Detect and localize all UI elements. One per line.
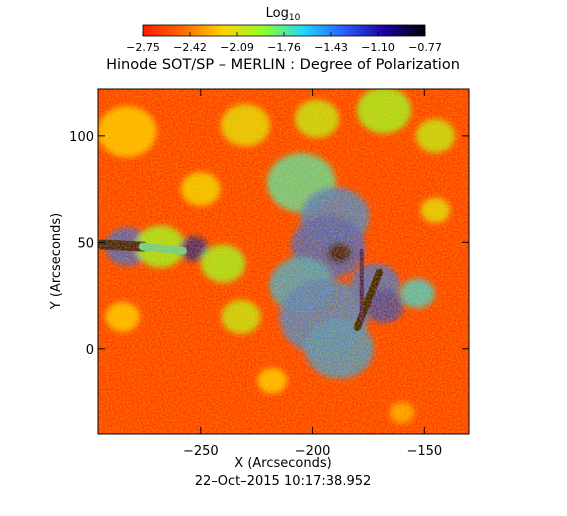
chart-title: Hinode SOT/SP – MERLIN : Degree of Polar… (106, 57, 460, 73)
x-tick-label: −200 (295, 444, 331, 459)
colorbar-tick-label: −0.77 (408, 41, 442, 54)
colorbar-tick-label: −1.43 (314, 41, 348, 54)
colorbar-tick-label: −1.76 (267, 41, 301, 54)
x-tick-label: −150 (406, 444, 442, 459)
colorbar-tick-label: −2.42 (173, 41, 207, 54)
x-axis-ticks: −250 −200 −150 (183, 89, 442, 459)
plot-frame (97, 88, 470, 435)
heatmap-plot (98, 89, 469, 434)
timestamp: 22–Oct–2015 10:17:38.952 (195, 474, 372, 489)
y-tick-label: 100 (69, 130, 94, 145)
colorbar-tick-label: −2.09 (220, 41, 254, 54)
y-tick-label: 50 (77, 236, 94, 251)
colorbar-label: Log10 (266, 6, 301, 23)
y-axis-ticks: 0 50 100 (69, 130, 469, 358)
x-axis-label: X (Arcseconds) (234, 456, 331, 471)
colorbar-tick-label: −1.10 (361, 41, 395, 54)
colorbar-tick-label: −2.75 (126, 41, 160, 54)
colorbar-ticks: −2.75 −2.42 −2.09 −1.76 −1.43 −1.10 −0.77 (126, 32, 442, 54)
y-axis-label: Y (Arcseconds) (49, 213, 64, 310)
y-tick-label: 0 (86, 343, 94, 358)
x-tick-label: −250 (183, 444, 219, 459)
